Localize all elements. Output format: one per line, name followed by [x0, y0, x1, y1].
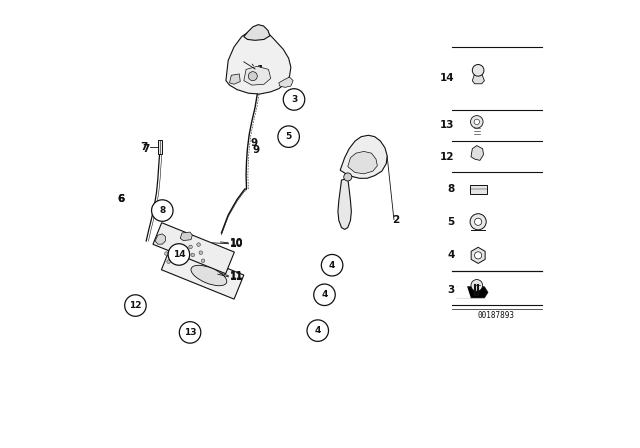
Circle shape: [472, 65, 484, 76]
Text: 10: 10: [230, 238, 243, 248]
Polygon shape: [472, 74, 484, 84]
Polygon shape: [161, 246, 244, 299]
Text: 4: 4: [321, 290, 328, 299]
Circle shape: [314, 284, 335, 306]
Text: 3: 3: [447, 285, 454, 295]
Polygon shape: [230, 74, 240, 84]
Circle shape: [189, 245, 193, 249]
Circle shape: [248, 72, 257, 81]
Text: 8: 8: [447, 184, 454, 194]
Circle shape: [191, 253, 195, 257]
Circle shape: [201, 259, 205, 263]
Text: 13: 13: [184, 328, 196, 337]
Polygon shape: [457, 287, 470, 298]
Circle shape: [175, 258, 179, 261]
Text: 14: 14: [440, 73, 454, 83]
Circle shape: [125, 295, 146, 316]
Ellipse shape: [191, 265, 227, 286]
Polygon shape: [153, 223, 234, 274]
Text: 7: 7: [142, 144, 150, 154]
Text: 9: 9: [253, 145, 260, 155]
Circle shape: [475, 252, 482, 259]
Polygon shape: [340, 135, 387, 178]
Text: 8: 8: [159, 206, 165, 215]
Circle shape: [470, 116, 483, 128]
Text: 7: 7: [141, 142, 148, 152]
Circle shape: [284, 89, 305, 110]
Text: 5: 5: [447, 217, 454, 227]
Text: 4: 4: [329, 261, 335, 270]
Text: 11: 11: [230, 271, 243, 280]
Circle shape: [167, 260, 170, 263]
Circle shape: [183, 255, 186, 259]
Text: 6: 6: [118, 194, 125, 204]
Circle shape: [278, 126, 300, 147]
Polygon shape: [244, 25, 270, 40]
Text: 11: 11: [230, 272, 243, 282]
Polygon shape: [471, 247, 485, 263]
Polygon shape: [457, 287, 488, 298]
Polygon shape: [348, 151, 378, 174]
Circle shape: [199, 251, 203, 254]
Circle shape: [321, 254, 343, 276]
Text: 3: 3: [291, 95, 297, 104]
Text: 13: 13: [440, 121, 454, 130]
Text: 14: 14: [173, 250, 185, 259]
Polygon shape: [471, 146, 484, 160]
Circle shape: [474, 119, 479, 125]
Circle shape: [179, 322, 201, 343]
Polygon shape: [244, 66, 271, 85]
Circle shape: [197, 243, 200, 246]
Polygon shape: [155, 234, 165, 244]
Text: 5: 5: [285, 132, 292, 141]
Text: 6: 6: [118, 194, 125, 204]
Text: 4: 4: [447, 250, 454, 260]
Bar: [470, 185, 487, 194]
Text: 1: 1: [255, 69, 262, 79]
Text: 2: 2: [392, 215, 399, 225]
Polygon shape: [226, 29, 291, 94]
Text: 00187893: 00187893: [477, 311, 515, 320]
Circle shape: [173, 250, 176, 253]
Circle shape: [475, 218, 482, 225]
Text: 1: 1: [257, 65, 264, 75]
Circle shape: [164, 252, 168, 255]
Polygon shape: [338, 178, 351, 229]
Text: 9: 9: [251, 138, 258, 148]
Circle shape: [180, 247, 184, 251]
Circle shape: [307, 320, 328, 341]
Bar: [158, 140, 163, 154]
Text: 12: 12: [129, 301, 141, 310]
Circle shape: [471, 280, 483, 291]
Text: 4: 4: [315, 326, 321, 335]
Text: 12: 12: [440, 152, 454, 162]
Circle shape: [168, 244, 189, 265]
Circle shape: [344, 173, 352, 181]
Circle shape: [152, 200, 173, 221]
Text: 10: 10: [230, 239, 243, 249]
Polygon shape: [180, 232, 192, 241]
Polygon shape: [279, 77, 293, 87]
Circle shape: [470, 214, 486, 230]
